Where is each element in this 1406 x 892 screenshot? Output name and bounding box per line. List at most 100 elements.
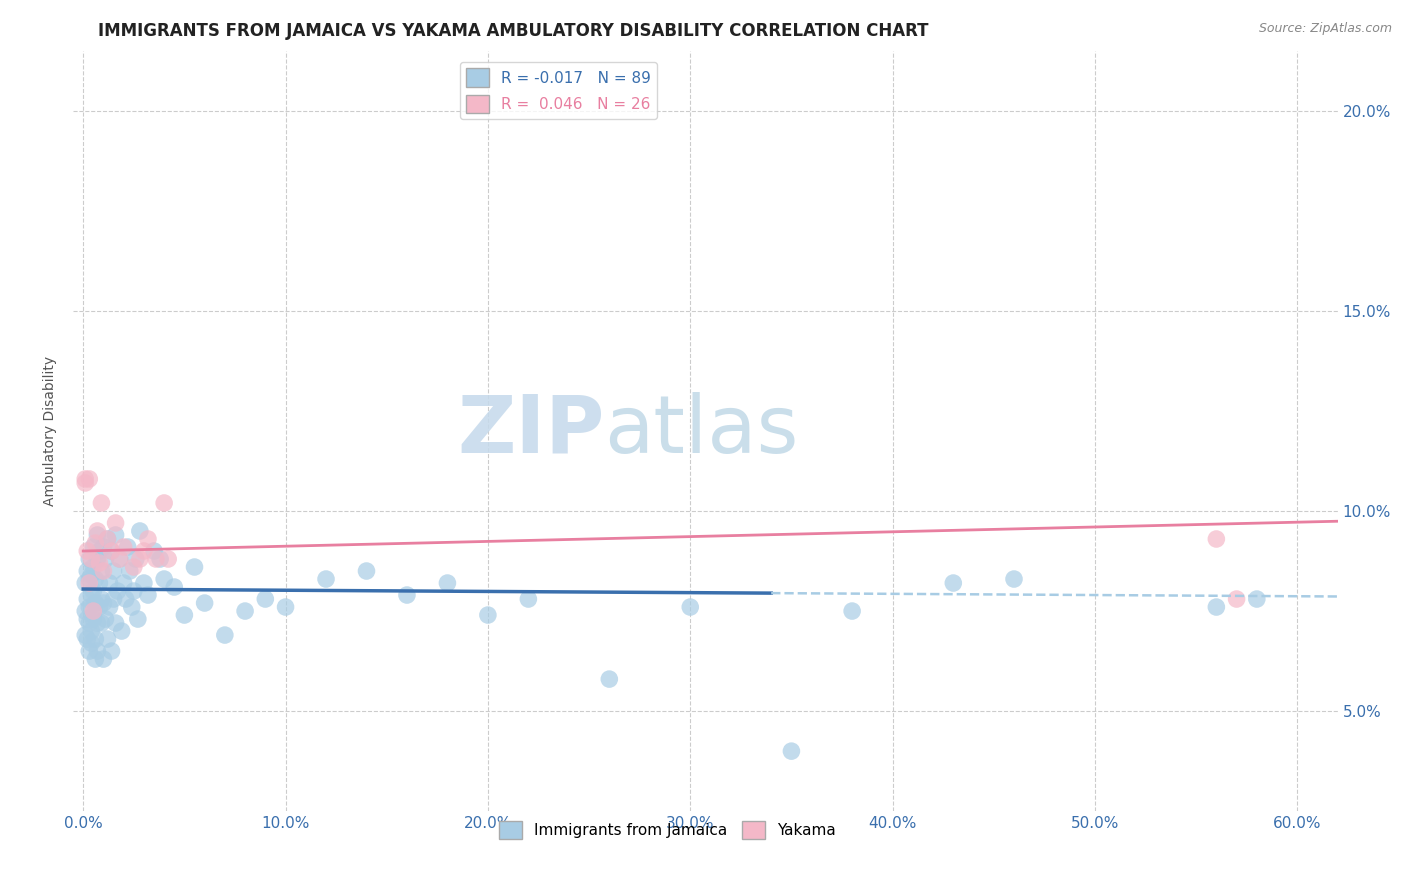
Point <box>86 615 108 630</box>
Point <box>82 560 104 574</box>
Point <box>108 552 131 566</box>
Point <box>128 552 150 566</box>
Point <box>77 576 100 591</box>
Point <box>1226 592 1249 607</box>
Point <box>98 600 121 615</box>
Point <box>82 604 104 618</box>
Point <box>86 528 108 542</box>
Point <box>100 544 122 558</box>
Point <box>80 568 103 582</box>
Point <box>104 516 127 530</box>
Point <box>122 560 145 574</box>
Point <box>96 532 118 546</box>
Point <box>77 552 100 566</box>
Point <box>84 536 107 550</box>
Point <box>153 572 176 586</box>
Point <box>598 672 620 686</box>
Point <box>94 612 117 626</box>
Point <box>679 600 702 615</box>
Point <box>136 588 159 602</box>
Point <box>132 544 155 558</box>
Point <box>173 608 195 623</box>
Point <box>100 644 122 658</box>
Text: atlas: atlas <box>605 392 799 470</box>
Point <box>94 552 117 566</box>
Point <box>90 615 112 630</box>
Point <box>84 652 107 666</box>
Point <box>111 624 134 638</box>
Point <box>93 652 115 666</box>
Point <box>75 576 97 591</box>
Point <box>75 472 97 486</box>
Point <box>98 576 121 591</box>
Text: IMMIGRANTS FROM JAMAICA VS YAKAMA AMBULATORY DISABILITY CORRELATION CHART: IMMIGRANTS FROM JAMAICA VS YAKAMA AMBULA… <box>98 22 929 40</box>
Point <box>89 600 111 615</box>
Point <box>93 596 115 610</box>
Point <box>100 544 122 558</box>
Point <box>145 552 167 566</box>
Point <box>90 592 112 607</box>
Point <box>841 604 863 618</box>
Point <box>82 584 104 599</box>
Point <box>315 572 337 586</box>
Point <box>103 564 125 578</box>
Point <box>77 615 100 630</box>
Legend: Immigrants from Jamaica, Yakama: Immigrants from Jamaica, Yakama <box>492 814 842 846</box>
Point <box>780 744 803 758</box>
Point <box>233 604 256 618</box>
Point <box>112 540 135 554</box>
Point <box>89 576 111 591</box>
Point <box>942 576 965 591</box>
Point <box>143 544 166 558</box>
Point <box>80 636 103 650</box>
Point <box>86 552 108 566</box>
Point <box>122 584 145 599</box>
Point <box>76 612 98 626</box>
Point <box>104 615 127 630</box>
Point <box>82 540 104 554</box>
Point <box>90 564 112 578</box>
Point <box>75 475 97 490</box>
Point <box>84 596 107 610</box>
Point <box>117 540 139 554</box>
Point <box>157 552 180 566</box>
Point <box>96 632 118 646</box>
Point <box>80 588 103 602</box>
Point <box>125 552 148 566</box>
Point <box>149 552 172 566</box>
Point <box>80 624 103 638</box>
Point <box>77 472 100 486</box>
Point <box>163 580 186 594</box>
Point <box>76 592 98 607</box>
Point <box>436 576 458 591</box>
Point <box>1002 572 1025 586</box>
Point <box>82 612 104 626</box>
Point <box>80 552 103 566</box>
Point <box>356 564 378 578</box>
Point <box>132 576 155 591</box>
Point <box>107 584 129 599</box>
Point <box>517 592 540 607</box>
Point <box>1205 600 1227 615</box>
Point <box>77 572 100 586</box>
Point <box>90 496 112 510</box>
Point <box>254 592 277 607</box>
Point <box>121 600 143 615</box>
Y-axis label: Ambulatory Disability: Ambulatory Disability <box>44 356 58 506</box>
Point <box>89 556 111 570</box>
Point <box>84 632 107 646</box>
Point <box>77 600 100 615</box>
Point <box>84 572 107 586</box>
Point <box>274 600 297 615</box>
Point <box>77 644 100 658</box>
Point <box>75 604 97 618</box>
Point <box>477 608 499 623</box>
Text: Source: ZipAtlas.com: Source: ZipAtlas.com <box>1258 22 1392 36</box>
Point <box>86 644 108 658</box>
Point <box>128 524 150 538</box>
Point <box>395 588 418 602</box>
Point <box>96 532 118 546</box>
Point <box>82 608 104 623</box>
Point <box>93 540 115 554</box>
Text: ZIP: ZIP <box>457 392 605 470</box>
